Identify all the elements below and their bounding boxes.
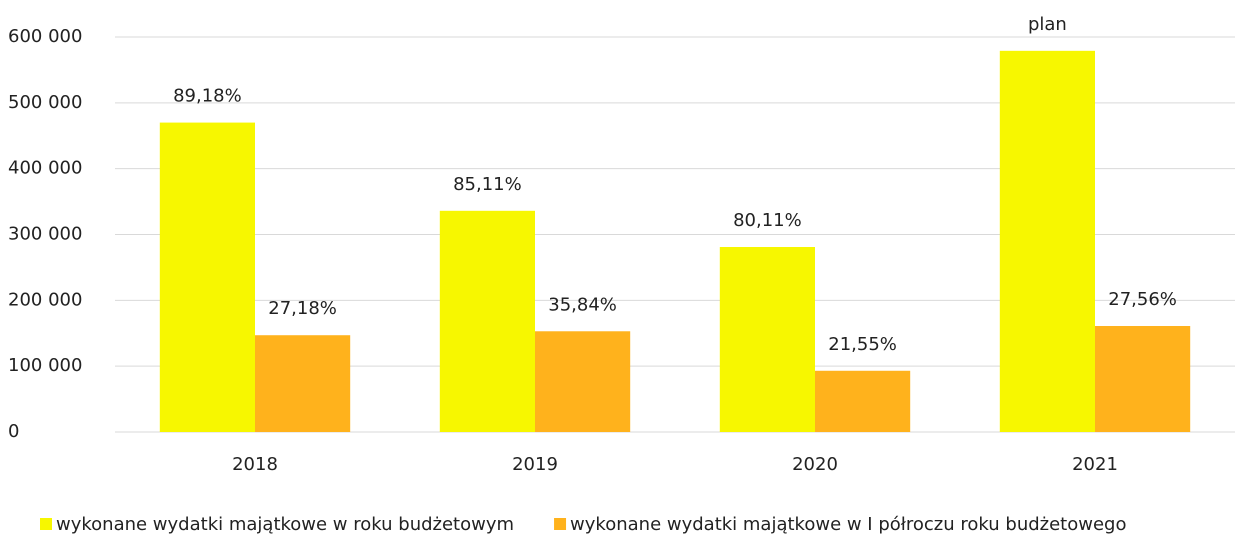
legend-swatch <box>554 518 567 530</box>
x-tick-label: 2018 <box>232 454 278 475</box>
bar <box>535 331 631 432</box>
bar <box>719 247 815 432</box>
bar <box>159 122 255 432</box>
bar <box>439 210 535 432</box>
x-tick-label: 2020 <box>792 454 838 475</box>
bar-label: plan <box>1028 14 1067 35</box>
bar <box>1095 326 1191 432</box>
y-tick-label: 400 000 <box>8 158 82 179</box>
y-tick-label: 0 <box>8 421 19 442</box>
bar <box>999 50 1095 432</box>
bar-label: 85,11% <box>453 174 522 195</box>
legend-label: wykonane wydatki majątkowe w I półroczu … <box>570 514 1126 535</box>
x-tick-label: 2019 <box>512 454 558 475</box>
legend-swatch <box>40 518 52 530</box>
bar <box>815 370 911 432</box>
y-tick-label: 500 000 <box>8 92 82 113</box>
y-tick-label: 300 000 <box>8 224 82 245</box>
y-tick-label: 200 000 <box>8 289 82 310</box>
y-tick-label: 100 000 <box>8 355 82 376</box>
bar-label: 80,11% <box>733 210 802 231</box>
bar-label: 21,55% <box>828 334 897 355</box>
legend-label: wykonane wydatki majątkowe w roku budżet… <box>56 514 514 535</box>
y-tick-label: 600 000 <box>8 26 82 47</box>
bar-label: 89,18% <box>173 86 242 107</box>
bar-label: 27,56% <box>1108 289 1177 310</box>
x-tick-label: 2021 <box>1072 454 1118 475</box>
bar-label: 35,84% <box>548 294 617 315</box>
bar-label: 27,18% <box>268 298 337 319</box>
bar <box>255 335 351 432</box>
